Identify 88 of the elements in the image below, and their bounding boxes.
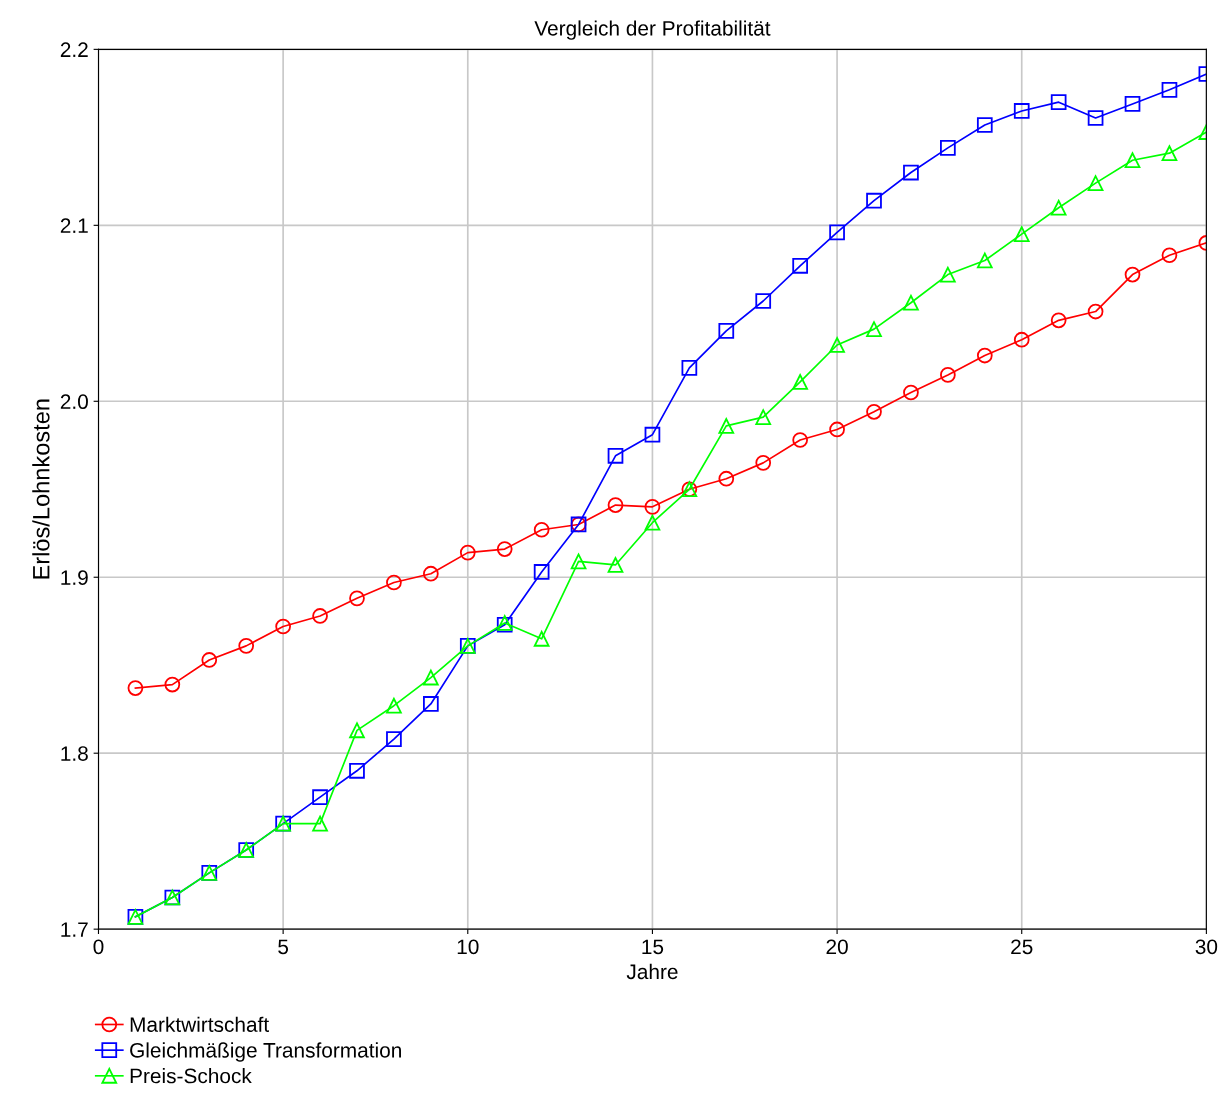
point	[976, 347, 993, 364]
y-tick-label: 1.8	[61, 746, 88, 761]
point	[903, 164, 919, 181]
point	[644, 426, 661, 443]
point	[976, 117, 993, 133]
point	[829, 224, 845, 241]
point	[1013, 103, 1030, 119]
point	[496, 541, 513, 557]
point	[866, 403, 882, 420]
point	[1050, 199, 1067, 216]
point	[940, 140, 956, 156]
point	[533, 564, 550, 580]
point	[718, 418, 735, 434]
point	[718, 323, 735, 339]
point	[644, 499, 661, 515]
point	[533, 521, 550, 538]
point	[866, 192, 882, 209]
point	[386, 574, 402, 591]
point	[1013, 226, 1030, 242]
point	[238, 638, 255, 654]
legend-label: Preis-Schock	[130, 1068, 252, 1084]
point	[1087, 110, 1104, 126]
x-tick-label: 5	[278, 939, 289, 955]
point	[1124, 152, 1141, 169]
y-tick-label: 2.2	[60, 42, 88, 57]
point	[423, 565, 439, 582]
point	[681, 360, 698, 376]
x-axis-title: Jahre	[626, 963, 678, 980]
point	[201, 652, 218, 668]
point	[792, 432, 808, 448]
legend-label: Marktwirtschaft	[130, 1016, 269, 1032]
point	[792, 257, 808, 274]
y-tick-label: 1.9	[61, 570, 88, 585]
point	[755, 455, 772, 471]
point	[349, 762, 365, 779]
point	[1087, 303, 1104, 320]
y-tick-label: 2.0	[60, 394, 88, 410]
point	[275, 618, 291, 635]
x-tick-label: 15	[642, 939, 664, 955]
legend-label: Gleichmäßige Transformation	[130, 1042, 401, 1062]
point	[164, 676, 181, 693]
point	[940, 367, 956, 383]
point	[423, 696, 439, 712]
point	[312, 815, 328, 832]
point	[829, 337, 845, 353]
point	[423, 669, 439, 686]
point	[976, 252, 993, 269]
y-tick-label: 1.7	[61, 922, 88, 937]
point	[792, 374, 808, 390]
chart-title: Vergleich der Profitabilität	[534, 20, 771, 40]
point	[1087, 175, 1104, 191]
point	[718, 470, 735, 487]
point	[349, 590, 365, 607]
point	[459, 544, 476, 561]
point	[1161, 247, 1178, 264]
point	[1050, 94, 1067, 111]
x-tick-label: 25	[1011, 939, 1033, 955]
point	[312, 789, 328, 806]
x-tick-label: 20	[826, 939, 848, 955]
y-axis-title: Erlös/Lohnkosten	[32, 399, 50, 579]
point	[1050, 312, 1067, 329]
x-tick-label: 10	[457, 939, 479, 955]
x-tick-label: 30	[1195, 939, 1218, 955]
point	[755, 293, 772, 309]
point	[607, 447, 624, 464]
y-tick-label: 2.1	[60, 218, 88, 233]
point	[903, 384, 919, 401]
point	[1161, 81, 1178, 98]
point	[1161, 145, 1178, 162]
point	[349, 722, 365, 739]
point	[386, 697, 402, 714]
point	[533, 630, 550, 647]
point	[127, 680, 144, 696]
point	[312, 608, 328, 624]
point	[866, 321, 882, 337]
point	[755, 409, 772, 425]
point	[607, 557, 624, 573]
point	[1124, 266, 1141, 283]
point	[644, 514, 661, 531]
point	[1013, 331, 1030, 348]
point	[607, 497, 624, 513]
point	[829, 421, 845, 438]
x-tick-label: 0	[93, 939, 104, 955]
point	[940, 266, 956, 283]
point	[570, 553, 587, 570]
point	[1124, 96, 1141, 112]
point	[386, 731, 402, 747]
point	[903, 294, 919, 311]
